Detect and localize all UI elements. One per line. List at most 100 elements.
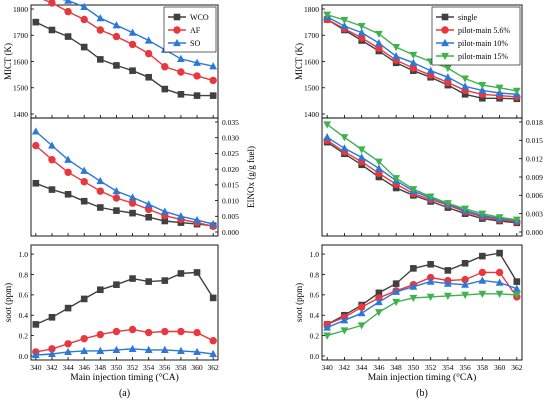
y-tick-label: 0.009: [526, 173, 543, 182]
data-point: [48, 26, 56, 34]
series-pilot-main-15-: [323, 290, 521, 340]
data-point: [64, 340, 72, 348]
y-tick-label: 1.0: [310, 250, 320, 259]
y-tick-label: 0.006: [526, 191, 543, 200]
data-point: [340, 316, 349, 324]
y-tick-label: 0.015: [222, 181, 239, 190]
series-line: [326, 139, 517, 223]
x-tick-label: 344: [62, 363, 74, 372]
data-point: [357, 309, 366, 317]
plot-frame: [321, 244, 523, 361]
data-point: [193, 347, 201, 356]
data-point: [112, 194, 121, 202]
data-point: [32, 179, 40, 187]
y-tick-label: 0.012: [526, 154, 543, 163]
y-tick-label: 1700: [304, 31, 319, 40]
data-point: [144, 328, 153, 337]
data-point: [375, 44, 383, 53]
data-point: [97, 56, 104, 63]
y-tick-label: 1600: [304, 57, 319, 66]
data-point: [177, 327, 185, 336]
series-line: [61, 0, 214, 67]
series-af: [32, 325, 217, 356]
data-point: [177, 346, 185, 355]
data-point: [461, 275, 469, 284]
data-point: [495, 268, 504, 277]
data-point: [409, 51, 418, 60]
series-line: [327, 293, 517, 337]
data-point: [64, 347, 72, 356]
data-point: [161, 85, 169, 93]
data-point: [145, 213, 152, 221]
data-point: [96, 14, 105, 22]
y-tick-label: 0.010: [222, 196, 239, 205]
series-line: [35, 328, 214, 353]
data-point: [112, 187, 121, 195]
data-point: [80, 295, 88, 303]
data-point: [64, 304, 72, 312]
data-point: [144, 200, 153, 208]
series-so: [31, 344, 218, 359]
series-line: [326, 123, 517, 221]
data-point: [161, 63, 169, 71]
series-af: [34, 0, 217, 85]
data-point: [161, 277, 169, 284]
data-point: [426, 66, 435, 74]
data-point: [461, 280, 470, 288]
legend-swatch-marker: [173, 38, 181, 47]
data-point: [495, 214, 504, 222]
data-point: [48, 345, 56, 353]
data-point: [392, 298, 401, 307]
data-point: [495, 278, 504, 286]
data-point: [97, 204, 104, 211]
x-tick-label: 360: [494, 363, 506, 372]
data-point: [340, 144, 349, 152]
series-pilot-main-10-: [323, 276, 521, 331]
data-point: [323, 11, 332, 19]
data-point: [161, 217, 169, 225]
data-point: [64, 155, 72, 163]
y-tick-label: 0.4: [310, 311, 320, 320]
data-point: [48, 141, 56, 149]
y-axis-label: MICT (K): [294, 43, 304, 80]
data-point: [478, 268, 487, 277]
data-point: [478, 86, 487, 94]
data-point: [478, 276, 487, 284]
series-line: [35, 182, 214, 227]
plot-frame: [30, 244, 219, 361]
data-point: [495, 290, 504, 298]
data-point: [357, 22, 366, 31]
data-point: [209, 76, 217, 85]
data-point: [193, 269, 201, 276]
y-tick-label: 1500: [13, 84, 28, 93]
x-tick-label: 348: [95, 363, 107, 372]
data-point: [96, 187, 105, 195]
data-point: [461, 75, 470, 83]
x-tick-label: 358: [477, 363, 489, 372]
x-tick-label: 354: [442, 363, 454, 372]
data-point: [409, 282, 418, 290]
data-point: [80, 346, 89, 355]
y-axis-label: soot (ppm): [3, 283, 13, 322]
y-tick-label: 1800: [13, 5, 28, 14]
y-tick-label: 1400: [304, 110, 319, 119]
legend: single pilot-main 5.6% pilot-main 10% pilot…: [431, 6, 521, 66]
x-tick-label: 362: [208, 363, 220, 372]
data-point: [512, 284, 521, 292]
data-point: [144, 205, 153, 214]
data-point: [512, 87, 521, 95]
data-point: [129, 275, 136, 282]
data-point: [340, 21, 349, 30]
series-pilot-main-5-6-: [323, 15, 521, 101]
data-point: [443, 200, 452, 208]
legend-swatch-marker: [173, 13, 181, 21]
y-tick-label: 1800: [304, 5, 319, 14]
legend-swatch-marker: [441, 52, 449, 61]
series-pilot-main-5-6-: [323, 136, 521, 226]
data-point: [128, 325, 137, 334]
y-tick-label: 0.0: [310, 352, 320, 361]
data-point: [443, 73, 452, 81]
subplot-3: 0.0 0.2 0.4 0.6 0.8 1.0 soot (ppm) 340 342 344 346…: [294, 244, 523, 372]
x-tick-label: 340: [30, 363, 42, 372]
series-line: [35, 145, 214, 227]
